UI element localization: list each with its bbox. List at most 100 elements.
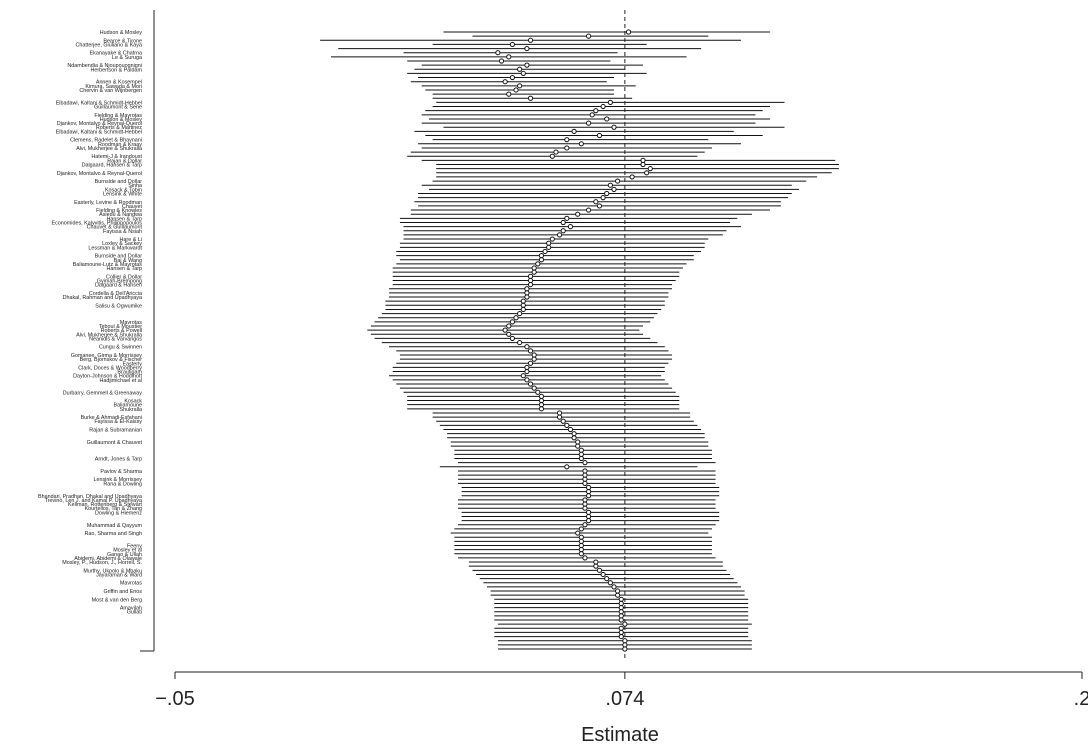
- point-estimate: [538, 257, 545, 263]
- study-label: Ndambendia & Njoupouognigni: [67, 63, 142, 69]
- study-label: Le & Suruga: [112, 55, 142, 61]
- study-label: Abidemi, Abidemi & Olawale: [74, 556, 142, 562]
- point-estimate: [538, 402, 545, 408]
- point-estimate: [575, 211, 581, 217]
- point-estimate: [582, 505, 588, 511]
- study-label: Muhammad & Qayyum: [87, 523, 143, 529]
- study-label: Elbadawi, Kaltani & Schmidt-Hebbel: [56, 129, 142, 135]
- point-estimate: [575, 439, 581, 445]
- study-label: Fayissa & El-Kaissy: [94, 419, 142, 425]
- point-estimate: [571, 435, 577, 441]
- point-estimate: [585, 33, 592, 39]
- point-estimate: [506, 323, 512, 329]
- study-label: Djankov, Montalvo & Reynal-Querol: [57, 121, 142, 127]
- point-estimate: [524, 290, 530, 296]
- point-estimate: [564, 145, 570, 151]
- point-estimate: [524, 286, 530, 292]
- point-estimate: [527, 360, 534, 366]
- point-estimate: [531, 265, 537, 271]
- study-label: Salisu & Ogwumike: [95, 303, 142, 309]
- point-estimate: [611, 186, 617, 192]
- point-estimate: [567, 426, 574, 433]
- study-label: Jayaraman & Ward: [96, 572, 142, 578]
- study-label: Burnside and Dollar: [95, 179, 143, 185]
- point-estimate: [524, 294, 530, 300]
- point-estimate: [520, 373, 526, 379]
- point-estimate: [524, 377, 530, 383]
- study-label: Lensink & White: [103, 191, 142, 197]
- point-estimate: [618, 617, 624, 623]
- point-estimate: [560, 228, 566, 234]
- point-estimate: [618, 609, 624, 615]
- point-estimate: [593, 199, 599, 205]
- point-estimate: [582, 555, 588, 561]
- study-label: Alvi, Mukherjee & Shukralla: [76, 332, 142, 338]
- study-label: Brautigam: [117, 370, 142, 376]
- point-estimate: [560, 418, 566, 424]
- point-estimate: [622, 646, 628, 652]
- study-label: Easterly: [123, 361, 143, 367]
- study-labels: Hudson & Mosley Bearce & TironeChatterjee…: [38, 30, 154, 652]
- study-label: Trevino, Len J. and Kamal P. Upadhyaya: [45, 498, 142, 504]
- point-estimate: [502, 79, 508, 85]
- study-label: Guillaumont & Chauvet: [87, 440, 143, 446]
- point-estimate: [549, 153, 555, 159]
- study-label: Burnside and Dollar: [95, 254, 143, 260]
- study-label: Neanidis & Varvarigos: [89, 336, 142, 342]
- point-estimate: [513, 315, 519, 321]
- point-estimate: [509, 41, 516, 48]
- point-estimate: [593, 563, 599, 569]
- x-axis-ticks: −.05 .074 .2: [155, 672, 1088, 710]
- point-estimate: [582, 497, 588, 503]
- study-label: Most & van den Berg: [92, 597, 142, 603]
- point-estimate: [578, 534, 584, 540]
- study-label: Djankov, Montalvo & Reynal-Querol: [57, 171, 142, 177]
- point-estimate: [593, 559, 599, 565]
- point-estimate: [604, 190, 610, 197]
- point-estimate: [527, 348, 534, 354]
- study-label: Ekanayake & Chatrna: [90, 51, 142, 57]
- x-tick-label: .074: [605, 688, 644, 710]
- point-estimate: [611, 584, 617, 590]
- study-label: Dowling & Hiemenz: [95, 510, 142, 516]
- study-label: Bai & Wang: [114, 258, 142, 264]
- study-label: Cungu & Swinnen: [99, 345, 142, 351]
- point-estimate: [625, 29, 632, 35]
- study-label: Lensink & Morrissey: [93, 477, 142, 483]
- point-estimate: [527, 277, 534, 284]
- point-estimate: [604, 116, 610, 122]
- study-label: Herbertson & Paldam: [90, 67, 142, 73]
- study-label: Mosley et al: [113, 548, 142, 554]
- point-estimate: [546, 244, 552, 250]
- point-estimate: [564, 422, 570, 428]
- study-label: Hudson & Mosley: [100, 117, 143, 123]
- point-estimate: [578, 547, 584, 553]
- point-estimate: [589, 112, 595, 118]
- point-estimate: [524, 368, 530, 375]
- point-estimate: [582, 501, 588, 507]
- study-label: Sinha: [128, 183, 142, 189]
- point-estimates: [495, 29, 653, 652]
- study-label: Kourtellos, Tan & Zhang: [85, 506, 142, 512]
- study-label: Murthy, Ukpolo & Mbaku: [83, 568, 142, 574]
- study-label: Burke & Ahmadi-Esfahani: [81, 415, 142, 421]
- study-label: Chatterjee, Giuliano & Kaya: [75, 42, 142, 48]
- point-estimate: [582, 472, 588, 478]
- point-estimate: [585, 207, 592, 213]
- study-label: Baliamoune-Lutz & Mavrotas: [73, 262, 143, 268]
- x-axis-title: Estimate: [581, 724, 659, 746]
- point-estimate: [575, 530, 581, 536]
- point-estimate: [593, 108, 599, 114]
- point-estimate: [520, 306, 526, 313]
- study-label: Rajan & Dollar: [107, 158, 142, 164]
- study-label: Rajan & Subramanian: [89, 428, 142, 434]
- point-estimate: [600, 103, 606, 110]
- study-label: Rana & Dowling: [103, 481, 142, 487]
- point-estimate: [618, 625, 624, 631]
- study-label: Teboul & Moustier: [99, 324, 142, 330]
- point-estimate: [524, 45, 530, 52]
- point-estimate: [524, 344, 530, 350]
- point-estimate: [571, 431, 577, 437]
- point-estimate: [498, 58, 505, 64]
